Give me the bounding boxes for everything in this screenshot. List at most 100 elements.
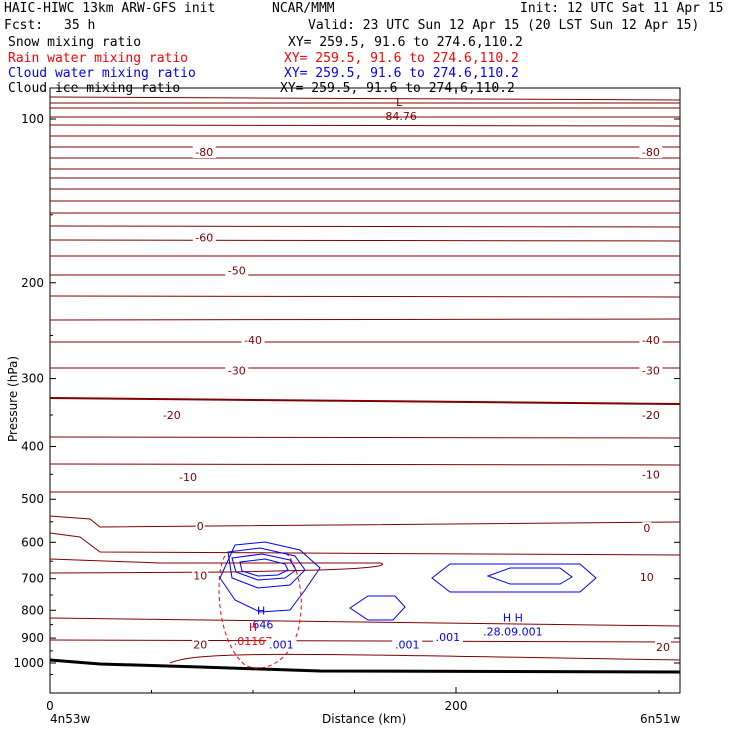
extremum-value: .28.09.001	[483, 625, 542, 638]
y-axis-label: Pressure (hPa)	[6, 355, 20, 442]
isotherm-label: -10	[179, 471, 197, 484]
isotherm-label: -20	[642, 409, 660, 422]
field-xy-snow: XY= 259.5, 91.6 to 274.6,110.2	[288, 35, 523, 50]
isotherm-label: -40	[244, 334, 262, 347]
isotherm-line	[49, 225, 681, 228]
y-tick-label: 700	[21, 572, 44, 586]
field-xy-cloud-water: XY= 259.5, 91.6 to 274.6,110.2	[284, 66, 519, 81]
extremum-value: -84.76	[381, 110, 416, 123]
y-tick-label: 500	[21, 492, 44, 506]
isotherm-label: -10	[642, 468, 660, 481]
isotherm-label-bg	[655, 641, 672, 654]
y-tick-label: 800	[21, 603, 44, 617]
field-name-cloud-water: Cloud water mixing ratio	[8, 66, 196, 81]
isotherm-label-bg	[160, 408, 184, 421]
isotherm-label: -30	[228, 365, 246, 378]
cloud-water-contour	[231, 553, 297, 581]
cloud-water-contour	[227, 547, 306, 589]
isotherm-line	[49, 639, 681, 643]
cloud-water-contour	[486, 567, 573, 585]
isotherm-line	[49, 463, 681, 466]
org-label: NCAR/MMM	[272, 1, 335, 16]
y-tick-label: 900	[21, 631, 44, 645]
contour-label-bg	[432, 630, 463, 643]
isotherm-label: 20	[193, 639, 207, 652]
isotherm-line	[49, 295, 681, 298]
isotherm-label-bg	[639, 468, 663, 481]
y-tick-label: 1000	[13, 656, 44, 670]
isotherm-label: 20	[656, 641, 670, 654]
isotherm-label-bg	[225, 264, 249, 277]
isotherm-label: -30	[642, 365, 660, 378]
isotherm-label: 10	[193, 569, 207, 582]
fcst-label: Fcst:	[4, 18, 44, 33]
rain-water-contour	[218, 551, 302, 669]
isotherm-line	[49, 318, 681, 321]
extremum-value: .01167	[234, 635, 273, 648]
isotherm-line	[49, 124, 681, 127]
contour-label: .001	[436, 631, 461, 644]
isotherm-line	[49, 397, 681, 405]
y-tick-label: 100	[21, 112, 44, 126]
extremum-symbol: H H	[503, 611, 523, 624]
isotherm-line	[49, 436, 681, 439]
y-tick-label: 600	[21, 535, 44, 549]
isotherm-label: -80	[195, 146, 213, 159]
isotherm-label-bg	[192, 569, 209, 582]
y-tick-label: 400	[21, 440, 44, 454]
isotherm-line	[169, 653, 681, 664]
isotherm-label-bg	[225, 364, 249, 377]
isotherm-line	[49, 96, 681, 101]
isotherm-label: -80	[642, 146, 660, 159]
isotherm-label-bg	[195, 520, 205, 533]
isotherm-label-bg	[176, 470, 200, 483]
field-name-snow: Snow mixing ratio	[8, 35, 142, 50]
isotherm-line	[49, 532, 681, 556]
fcst-value: 35 h	[64, 18, 96, 33]
isotherm-line	[49, 558, 384, 574]
isotherm-line	[49, 617, 681, 627]
isotherm-line	[49, 239, 681, 242]
isotherm-label-bg	[639, 408, 663, 421]
isotherm-label-bg	[192, 231, 216, 244]
extremum-symbol: H	[257, 604, 265, 617]
isotherm-label: 0	[197, 520, 204, 533]
plot-frame	[49, 87, 681, 694]
x-tick-label: 200	[445, 699, 468, 713]
model-title: HAIC-HIWC 13km ARW-GFS init	[4, 1, 216, 16]
y-tick-label: 200	[21, 276, 44, 290]
contour-label: .001	[269, 639, 294, 652]
init-time: Init: 12 UTC Sat 11 Apr 15	[520, 1, 724, 16]
valid-time: Valid: 23 UTC Sun 12 Apr 15 (20 LST Sun …	[308, 18, 700, 33]
x-endpoint-left: 4n53w	[50, 712, 91, 726]
isotherm-label-bg	[192, 146, 216, 159]
isotherm-label-bg	[639, 364, 663, 377]
contour-label: .001	[395, 639, 420, 652]
isotherm-label-bg	[192, 638, 209, 651]
isotherm-label-bg	[642, 522, 652, 535]
surface-line	[49, 658, 681, 674]
field-name-rain: Rain water mixing ratio	[8, 51, 189, 66]
isotherm-label-bg	[639, 334, 663, 347]
isotherm-label: -60	[195, 231, 213, 244]
cloud-water-contour	[349, 595, 406, 621]
isotherm-label-bg	[241, 334, 265, 347]
extremum-value: .646	[249, 618, 274, 631]
contour-label-bg	[392, 638, 423, 651]
x-axis-label: Distance (km)	[322, 712, 407, 726]
isotherm-label: 10	[640, 571, 654, 584]
extremum-symbol: H	[249, 621, 257, 634]
isotherm-label: -40	[642, 334, 660, 347]
isotherm-label-bg	[639, 146, 663, 159]
isotherm-label: 0	[643, 522, 650, 535]
extremum-symbol: L	[396, 96, 403, 109]
cloud-water-contour	[239, 558, 289, 577]
isotherm-line	[49, 515, 681, 528]
contour-label-bg	[266, 638, 297, 651]
x-tick-label: 0	[46, 699, 54, 713]
x-endpoint-right: 6n51w	[640, 712, 681, 726]
cloud-water-contour	[431, 563, 597, 593]
isotherm-label-bg	[638, 571, 655, 584]
y-tick-label: 300	[21, 372, 44, 386]
